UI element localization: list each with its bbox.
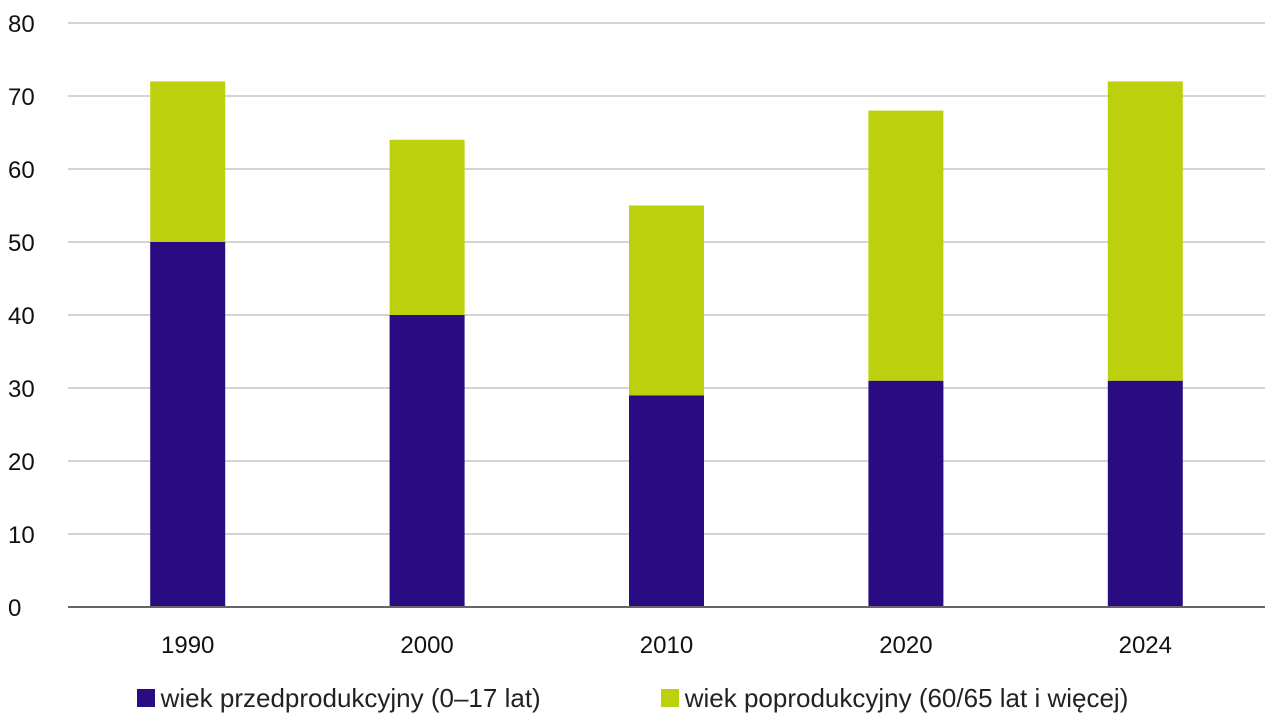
bar-2020-series-0 [868, 380, 944, 607]
y-tick-label-40: 40 [8, 303, 35, 330]
bar-2020-series-1 [868, 110, 944, 381]
bar-2024-series-1 [1107, 81, 1183, 381]
y-tick-label-50: 50 [8, 230, 35, 257]
legend-item-poprodukcyjny: wiek poprodukcyjny (60/65 lat i więcej) [660, 680, 1129, 716]
y-tick-label-80: 80 [8, 11, 35, 38]
legend-swatch-przedprodukcyjny [136, 689, 155, 707]
bar-2024-series-0 [1107, 380, 1183, 607]
legend-swatch-poprodukcyjny [660, 689, 679, 707]
bar-2010-series-1 [629, 205, 704, 396]
x-tick-label-2024: 2024 [1119, 632, 1172, 659]
legend-label-przedprodukcyjny: wiek przedprodukcyjny (0–17 lat) [160, 683, 541, 713]
y-tick-label-20: 20 [8, 449, 35, 476]
y-tick-label-0: 0 [8, 595, 21, 622]
x-tick-label-1990: 1990 [161, 632, 214, 659]
legend-label-poprodukcyjny: wiek poprodukcyjny (60/65 lat i więcej) [684, 683, 1129, 713]
axes: 0 10 20 30 40 50 60 70 80 1990 2000 2010 2020 2024 [8, 11, 1265, 659]
y-tick-label-10: 10 [8, 522, 35, 549]
y-tick-label-60: 60 [8, 157, 35, 184]
bars [150, 81, 1183, 607]
bar-1990-series-1 [150, 81, 226, 243]
x-tick-label-2020: 2020 [879, 632, 932, 659]
x-tick-label-2010: 2010 [640, 632, 693, 659]
bar-2000-series-1 [389, 139, 465, 315]
legend: wiek przedprodukcyjny (0–17 lat) wiek po… [0, 680, 1265, 716]
bar-1990-series-0 [150, 242, 226, 607]
y-tick-label-70: 70 [8, 84, 35, 111]
chart-canvas: 0 10 20 30 40 50 60 70 80 1990 2000 2010 2020 2024 [8, 11, 1265, 659]
bar-2000-series-0 [389, 315, 465, 607]
x-tick-label-2000: 2000 [400, 632, 453, 659]
bar-2010-series-0 [629, 395, 704, 607]
y-tick-label-30: 30 [8, 376, 35, 403]
legend-item-przedprodukcyjny: wiek przedprodukcyjny (0–17 lat) [136, 680, 541, 716]
